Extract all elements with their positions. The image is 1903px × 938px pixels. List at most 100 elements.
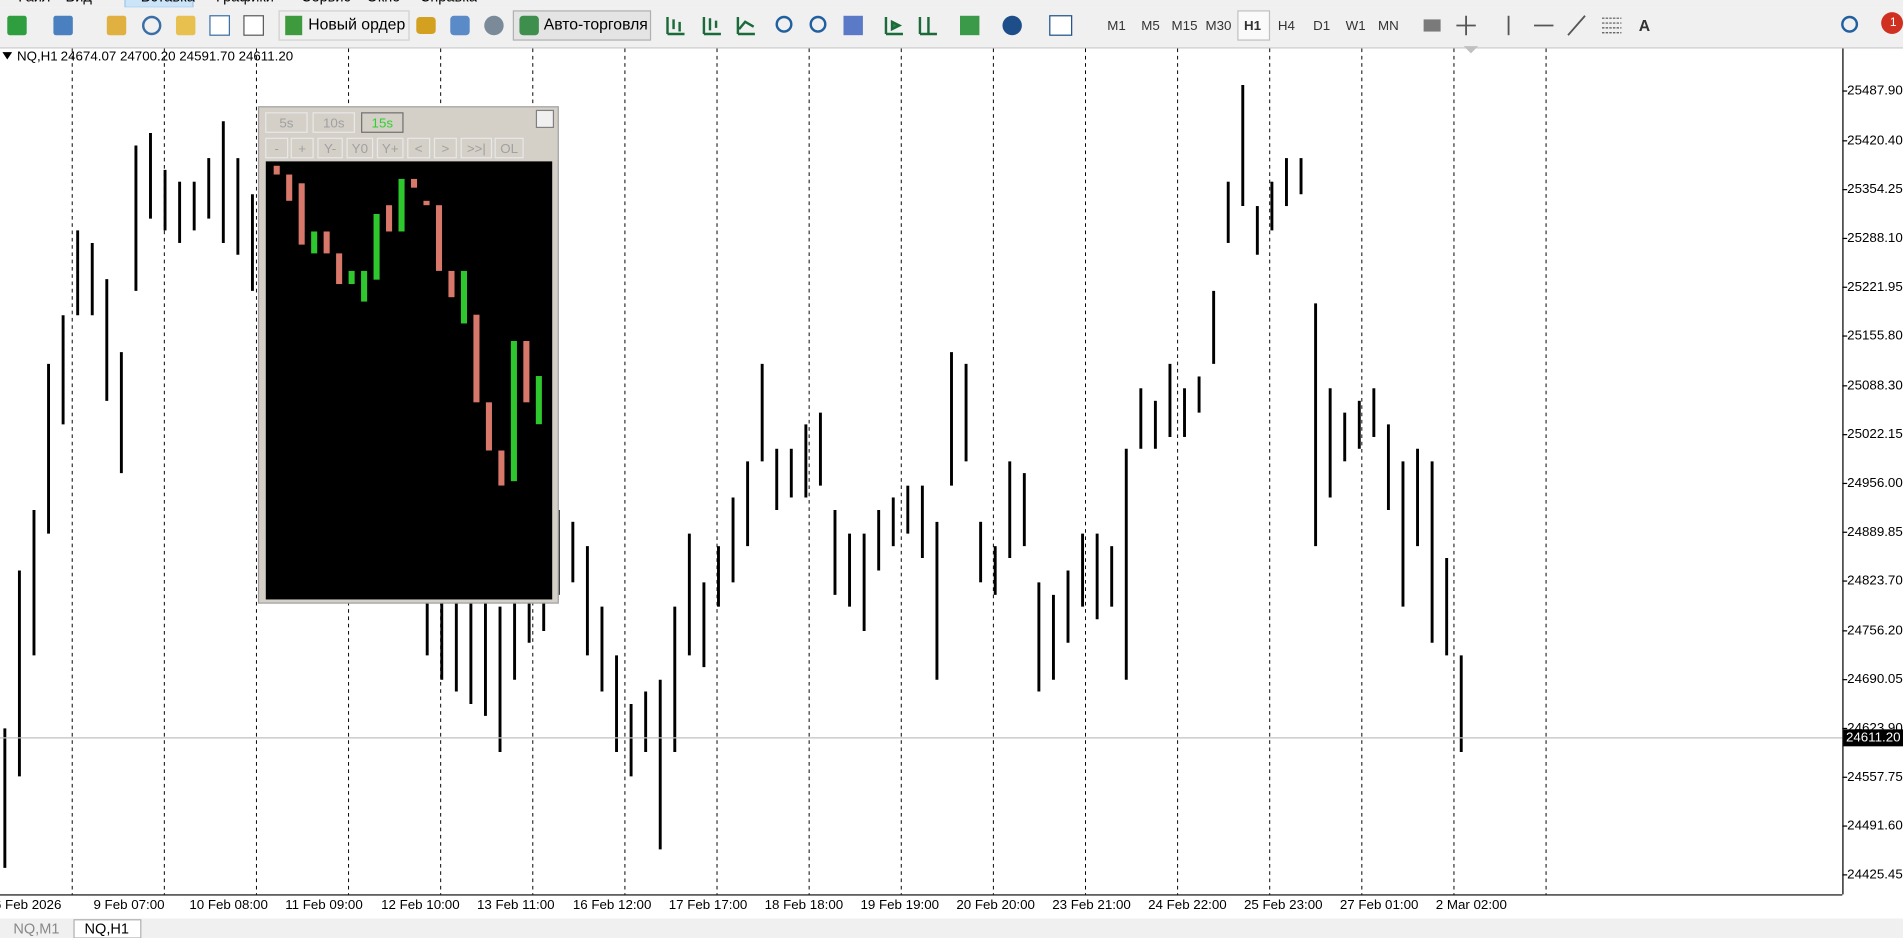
icon-indicators[interactable] xyxy=(959,15,980,36)
menu-item[interactable]: Справка xyxy=(420,0,478,5)
icon-zoom-in[interactable] xyxy=(775,15,793,33)
chart-symbol: NQ,H1 xyxy=(17,49,58,64)
tool-label[interactable]: Y0 xyxy=(352,141,368,156)
time-label: 23 Feb 21:00 xyxy=(1052,897,1131,912)
price-label: 25155.80 xyxy=(1847,328,1903,343)
time-label: 25 Feb 23:00 xyxy=(1244,897,1323,912)
speed-label[interactable]: 5s xyxy=(279,115,293,130)
tool-label[interactable]: OL xyxy=(500,141,518,156)
auto-trading-label[interactable]: Авто-торговля xyxy=(544,17,648,34)
icon-meta-editor[interactable] xyxy=(416,16,436,34)
icon-search[interactable] xyxy=(1841,15,1859,33)
timeframe-button[interactable]: W1 xyxy=(1346,18,1366,33)
icon-periods[interactable] xyxy=(1002,15,1022,36)
icon-autoscroll[interactable] xyxy=(884,16,903,36)
icon-templates[interactable] xyxy=(1049,15,1073,36)
icon-data-window[interactable] xyxy=(141,15,162,36)
time-label: 13 Feb 11:00 xyxy=(477,897,555,912)
icon-tester[interactable] xyxy=(243,15,264,36)
speed-label[interactable]: 10s xyxy=(323,115,345,130)
menu-item[interactable]: Графики xyxy=(216,0,274,5)
tick-candle xyxy=(398,178,405,232)
tool-button[interactable] xyxy=(460,137,493,159)
notification-badge[interactable] xyxy=(1881,12,1903,34)
menu-item[interactable]: Вставка xyxy=(141,0,196,5)
icon-profiles[interactable] xyxy=(53,15,73,36)
tool-label[interactable]: Y- xyxy=(324,141,336,156)
tool-button[interactable] xyxy=(433,137,457,159)
text-tool[interactable]: A xyxy=(1639,18,1650,35)
icon-vps[interactable] xyxy=(484,15,504,36)
tick-candle xyxy=(373,213,380,280)
timeframe-button[interactable]: H1 xyxy=(1244,18,1262,33)
timeframe-button[interactable]: M1 xyxy=(1107,18,1126,33)
speed-button[interactable] xyxy=(361,112,404,133)
tool-label[interactable]: Y+ xyxy=(382,141,399,156)
menu-item[interactable]: Сервис xyxy=(301,0,351,5)
icon-trendline[interactable] xyxy=(1567,15,1586,36)
tool-button[interactable] xyxy=(407,137,431,159)
icon-shift[interactable] xyxy=(918,16,937,36)
tool-button[interactable] xyxy=(376,137,404,159)
icon-auto-trading xyxy=(519,15,539,36)
tool-label[interactable]: + xyxy=(298,141,306,156)
close-button[interactable] xyxy=(535,109,555,129)
menu-item[interactable]: Окно xyxy=(367,0,401,5)
icon-zoom-out[interactable] xyxy=(809,15,827,33)
price-label: 24756.20 xyxy=(1847,622,1903,637)
icon-line[interactable] xyxy=(736,16,755,36)
icon-tile[interactable] xyxy=(843,15,863,36)
icon-crosshair[interactable] xyxy=(1456,15,1476,36)
tick-candle xyxy=(273,165,280,175)
speed-button[interactable] xyxy=(312,112,355,133)
timeframe-button[interactable]: H4 xyxy=(1278,18,1296,33)
tool-button[interactable] xyxy=(317,137,343,159)
tool-button[interactable] xyxy=(265,137,289,159)
tool-button[interactable] xyxy=(290,137,314,159)
notification-count[interactable]: 1 xyxy=(1890,15,1897,29)
timeframe-button[interactable]: M15 xyxy=(1172,18,1198,33)
tool-label[interactable]: < xyxy=(415,141,423,156)
time-label: 24 Feb 22:00 xyxy=(1148,897,1227,912)
speed-button[interactable] xyxy=(265,112,308,133)
icon-navigator[interactable] xyxy=(175,15,196,36)
price-label: 24823.70 xyxy=(1847,573,1903,588)
new-order-label[interactable]: Новый ордер xyxy=(308,17,405,34)
chart-tab[interactable]: NQ,M1 xyxy=(13,921,59,937)
tick-candle xyxy=(435,205,443,271)
icon-signals[interactable] xyxy=(450,15,470,36)
tool-label[interactable]: >>| xyxy=(467,141,486,156)
menu-item[interactable]: Вид xyxy=(66,0,93,5)
icon-fibo[interactable] xyxy=(1602,17,1622,34)
current-price-box xyxy=(1843,729,1903,747)
timeframe-button[interactable]: M5 xyxy=(1141,18,1160,33)
icon-new-chart[interactable] xyxy=(7,15,27,36)
price-label: 25487.90 xyxy=(1847,83,1903,98)
chart-tab[interactable]: NQ,H1 xyxy=(85,921,129,937)
speed-label[interactable]: 15s xyxy=(372,115,394,130)
price-label: 24425.45 xyxy=(1847,866,1903,881)
tool-button[interactable] xyxy=(494,137,524,159)
price-label: 25420.40 xyxy=(1847,132,1903,147)
timeframe-button[interactable]: M30 xyxy=(1206,18,1232,33)
timeframe-button[interactable]: D1 xyxy=(1313,18,1330,33)
tool-button[interactable] xyxy=(346,137,374,159)
tool-label[interactable]: - xyxy=(274,141,278,156)
timeframe-button[interactable]: MN xyxy=(1378,18,1399,33)
time-label: 10 Feb 08:00 xyxy=(189,897,268,912)
time-label: 2 Mar 02:00 xyxy=(1436,897,1507,912)
icon-bars[interactable] xyxy=(666,16,685,36)
shift-marker xyxy=(1463,46,1479,54)
icon-cursor[interactable] xyxy=(1423,19,1441,32)
icon-candles[interactable] xyxy=(702,16,721,36)
icon-new-order xyxy=(285,15,303,36)
tool-label[interactable]: > xyxy=(442,141,450,156)
icon-market-watch[interactable] xyxy=(106,15,127,36)
icon-terminal[interactable] xyxy=(209,15,230,36)
tick-candle xyxy=(386,205,393,232)
time-label: 27 Feb 01:00 xyxy=(1340,897,1419,912)
menu-item[interactable]: Файл xyxy=(15,0,51,5)
active-tab[interactable] xyxy=(73,919,142,938)
